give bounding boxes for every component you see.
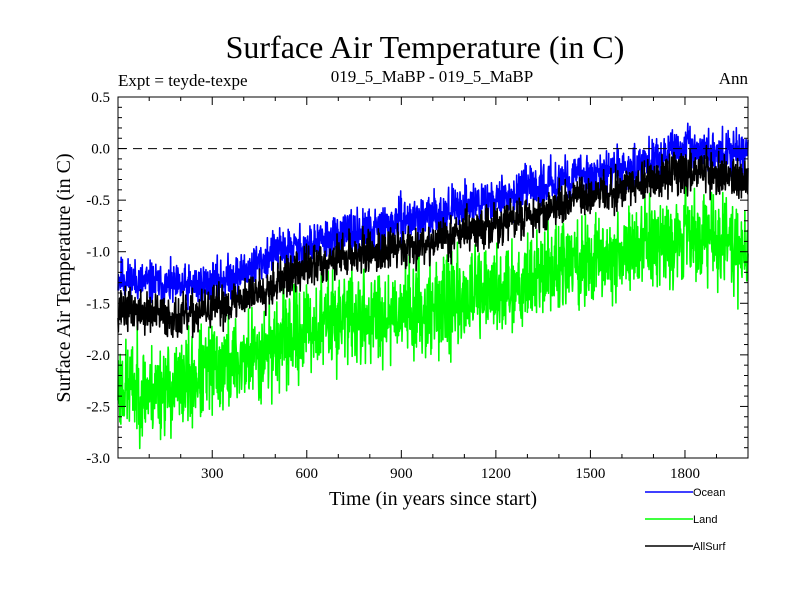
x-axis-label: Time (in years since start) — [329, 488, 537, 510]
y-tick-label: 0.0 — [91, 142, 110, 158]
comparison-label: 019_5_MaBP - 019_5_MaBP — [331, 67, 533, 86]
legend-label-land: Land — [693, 514, 717, 526]
x-tick-label: 300 — [201, 466, 224, 482]
y-tick-label: -2.0 — [86, 348, 110, 364]
chart-title: Surface Air Temperature (in C) — [226, 29, 625, 65]
period-label: Ann — [719, 69, 749, 88]
x-tick-label: 1800 — [670, 466, 700, 482]
series-layer — [117, 122, 749, 450]
y-tick-label: -1.5 — [86, 296, 110, 312]
x-tick-label: 1500 — [575, 466, 605, 482]
x-tick-label: 600 — [296, 466, 319, 482]
x-axis: 300 600 900 1200 1500 1800 — [148, 97, 717, 482]
legend-label-allsurf: AllSurf — [693, 541, 726, 553]
y-tick-label: -2.5 — [86, 399, 110, 415]
legend: Ocean Land AllSurf — [645, 487, 726, 553]
y-axis-label: Surface Air Temperature (in C) — [53, 153, 75, 402]
y-tick-label: -0.5 — [86, 193, 110, 209]
series-line-ocean — [117, 122, 749, 311]
x-tick-label: 900 — [390, 466, 413, 482]
y-tick-label: 0.5 — [91, 90, 110, 106]
series-line-land — [117, 178, 749, 450]
x-tick-label: 1200 — [481, 466, 511, 482]
legend-label-ocean: Ocean — [693, 487, 725, 499]
y-axis: -3.0 -2.5 -2.0 -1.5 -1.0 -0.5 0.0 0.5 — [86, 90, 748, 467]
series-line-allsurf — [117, 144, 749, 339]
y-tick-label: -1.0 — [86, 245, 110, 261]
y-tick-label: -3.0 — [86, 451, 110, 467]
experiment-label: Expt = teyde-texpe — [118, 71, 247, 90]
